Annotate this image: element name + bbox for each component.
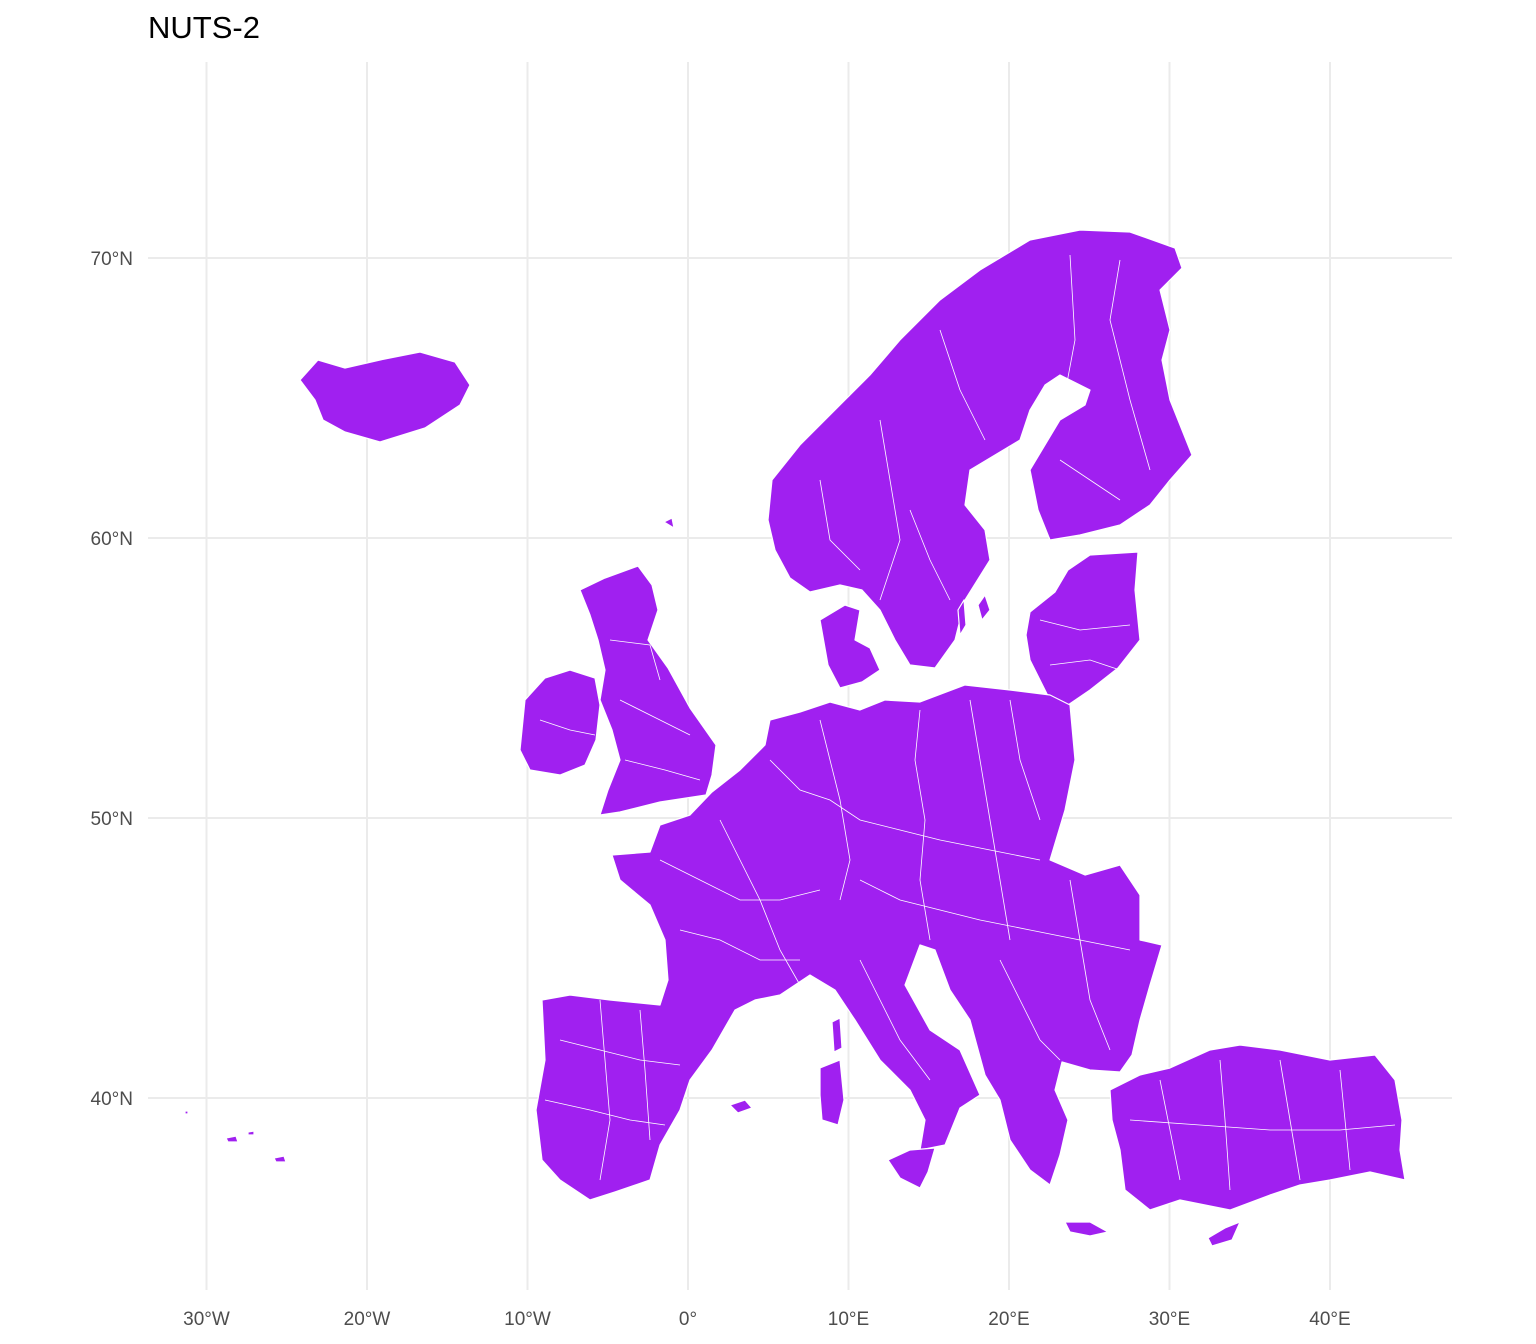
region-sardinia [819,1059,845,1126]
y-axis-tick-labels: 40°N 50°N 60°N 70°N [91,249,133,1110]
region-denmark [819,604,881,689]
x-tick-label: 10°E [828,1309,869,1330]
x-tick-label: 30°W [183,1309,230,1330]
x-tick-label: 30°E [1149,1309,1190,1330]
y-tick-label: 70°N [91,249,133,270]
map-title: NUTS-2 [148,10,260,45]
x-tick-label: 10°W [504,1309,551,1330]
region-ireland [519,669,601,776]
x-tick-label: 40°E [1309,1309,1350,1330]
region-azores-4 [184,1110,189,1115]
region-great-britain [579,565,717,816]
y-tick-label: 50°N [91,809,133,830]
y-tick-label: 60°N [91,529,133,550]
region-corsica [831,1017,843,1053]
region-baltics [1025,551,1141,706]
x-tick-label: 0° [679,1309,697,1330]
region-crete [1064,1221,1109,1237]
region-iceland [299,351,471,443]
region-azores-3 [247,1130,255,1136]
europe-landmass [184,229,1406,1247]
region-borders [539,254,1396,1191]
region-sicily [887,1147,936,1189]
x-tick-label: 20°E [988,1309,1029,1330]
region-azores-2 [273,1155,287,1163]
x-axis-tick-labels: 30°W 20°W 10°W 0° 10°E 20°E 30°E 40°E [183,1309,1351,1330]
region-oland [957,599,967,636]
region-continental-europe [535,684,1163,1201]
region-mallorca [729,1099,753,1114]
region-turkey [1109,1044,1406,1211]
x-tick-label: 20°W [344,1309,391,1330]
y-tick-label: 40°N [91,1089,133,1110]
region-azores-1 [225,1135,239,1143]
region-faroe [663,517,675,529]
region-cyprus [1207,1221,1241,1247]
region-gotland [977,594,991,621]
